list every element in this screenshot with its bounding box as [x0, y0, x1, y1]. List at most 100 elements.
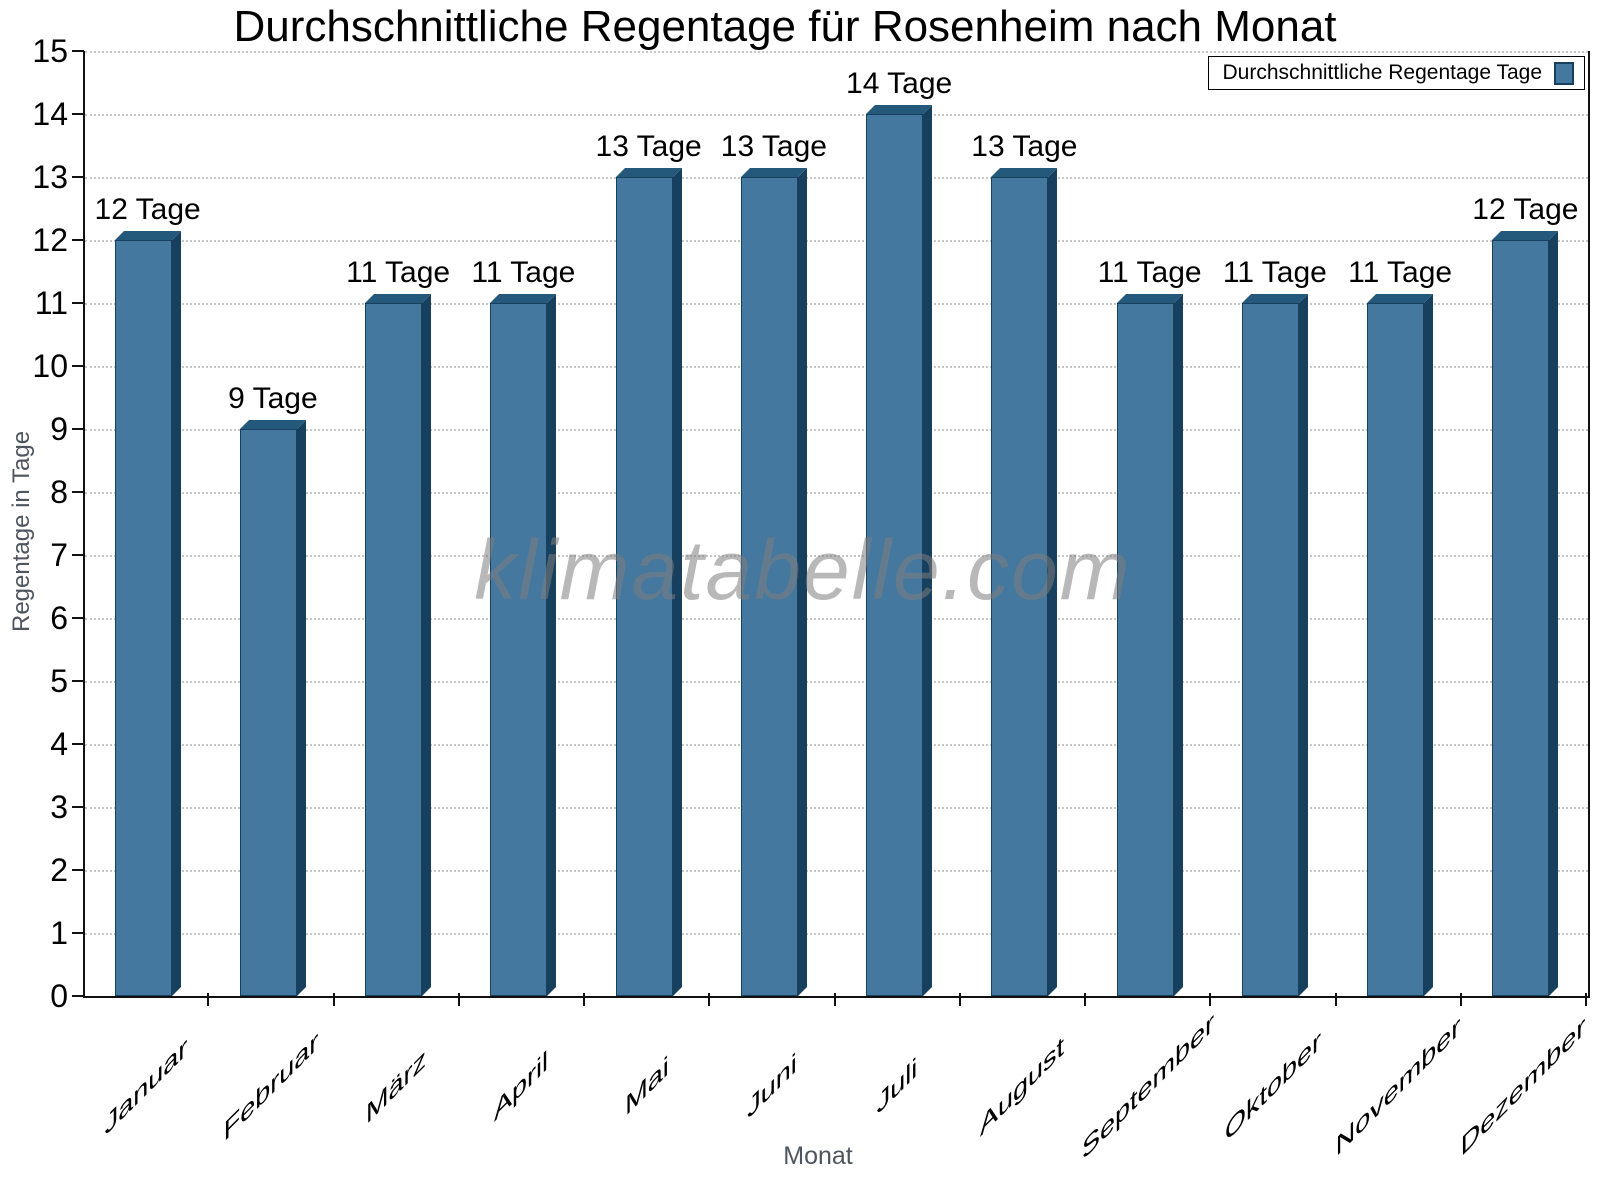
x-tick	[1459, 993, 1462, 1006]
legend: Durchschnittliche Regentage Tage	[1207, 56, 1585, 90]
bar-side-februar	[296, 420, 306, 996]
y-tick	[72, 365, 84, 367]
bar-value-label: 13 Tage	[595, 130, 702, 163]
bar-mai	[615, 177, 673, 996]
plot-area: 12 Tage 9 Tage 11 Tage 11 Tage 13 Tage 13 Tag…	[83, 51, 1590, 998]
bar-top-august	[991, 168, 1058, 177]
bar-side-april	[547, 294, 557, 996]
y-tick	[72, 113, 84, 115]
x-tick	[332, 993, 335, 1006]
gridline	[85, 870, 1588, 872]
bar-value-label: 11 Tage	[346, 256, 451, 289]
gridline	[85, 555, 1588, 557]
bar-mrz	[365, 303, 423, 996]
bar-side-oktober	[1298, 294, 1308, 996]
gridline	[85, 429, 1588, 431]
y-tick-label: 6	[50, 600, 68, 636]
bar-august	[991, 177, 1049, 996]
y-tick-label: 7	[50, 537, 68, 573]
bar-juni	[740, 177, 798, 996]
y-tick	[72, 554, 84, 556]
bar-februar	[239, 429, 297, 996]
bar-value-label: 13 Tage	[720, 130, 827, 163]
x-axis-title: Monat	[783, 1142, 853, 1170]
y-tick	[72, 50, 84, 52]
y-tick-label: 3	[50, 789, 68, 825]
bar-side-mrz	[422, 294, 432, 996]
legend-swatch-icon	[1554, 61, 1574, 85]
bar-november	[1367, 303, 1425, 996]
bar-side-januar	[171, 231, 181, 996]
gridline	[85, 618, 1588, 620]
bar-top-april	[490, 294, 557, 303]
y-tick-label: 10	[32, 348, 68, 384]
gridline	[85, 303, 1588, 305]
y-tick-label: 4	[50, 726, 68, 762]
y-tick	[72, 239, 84, 241]
y-tick	[72, 680, 84, 682]
bar-side-august	[1048, 168, 1058, 996]
x-tick	[1334, 993, 1337, 1006]
y-tick	[72, 869, 84, 871]
gridline	[85, 744, 1588, 746]
gridline	[85, 177, 1588, 179]
y-tick	[72, 806, 84, 808]
gridline	[85, 51, 1588, 53]
gridline	[85, 240, 1588, 242]
y-tick	[72, 428, 84, 430]
bar-value-label: 11 Tage	[1097, 256, 1202, 289]
bar-value-label: 11 Tage	[1222, 256, 1327, 289]
gridline	[85, 492, 1588, 494]
bar-side-september	[1173, 294, 1183, 996]
y-tick-label: 14	[32, 96, 68, 132]
bar-side-mai	[672, 168, 682, 996]
y-tick	[72, 176, 84, 178]
bar-value-label: 14 Tage	[846, 67, 953, 100]
y-tick-label: 11	[34, 285, 68, 321]
x-tick	[958, 993, 961, 1006]
y-tick-label: 8	[50, 474, 68, 510]
x-tick	[1585, 993, 1587, 1006]
bar-side-november	[1424, 294, 1434, 996]
y-tick	[72, 302, 84, 304]
bar-top-januar	[114, 231, 181, 240]
bar-top-oktober	[1241, 294, 1308, 303]
y-tick	[72, 995, 84, 997]
y-tick	[72, 743, 84, 745]
y-tick-label: 9	[50, 411, 68, 447]
bar-top-dezember	[1492, 231, 1559, 240]
bar-top-juli	[866, 105, 933, 114]
x-tick	[457, 993, 460, 1006]
chart-title: Durchschnittliche Regentage für Rosenhei…	[233, 2, 1337, 51]
bar-value-label: 11 Tage	[471, 256, 576, 289]
y-tick	[72, 932, 84, 934]
x-tick	[1209, 993, 1212, 1006]
gridline	[85, 114, 1588, 116]
x-tick	[1084, 993, 1086, 1006]
y-tick-label: 12	[32, 222, 68, 258]
bar-value-label: 11 Tage	[1348, 256, 1453, 289]
y-tick	[72, 617, 84, 619]
x-tick	[207, 993, 210, 1006]
bar-value-label: 12 Tage	[1472, 193, 1579, 226]
bar-januar	[114, 240, 172, 996]
bar-top-mai	[615, 168, 682, 177]
bar-top-februar	[239, 420, 306, 429]
gridline	[85, 807, 1588, 809]
bar-value-label: 9 Tage	[228, 382, 318, 415]
bar-oktober	[1241, 303, 1299, 996]
bar-top-mrz	[365, 294, 432, 303]
legend-label: Durchschnittliche Regentage Tage	[1222, 61, 1542, 84]
y-tick-label: 0	[50, 978, 68, 1014]
gridline	[85, 681, 1588, 683]
bar-september	[1116, 303, 1174, 996]
bar-juli	[866, 114, 924, 996]
bar-april	[490, 303, 548, 996]
y-tick-label: 1	[50, 915, 68, 951]
bar-top-juni	[740, 168, 807, 177]
gridline	[85, 933, 1588, 935]
bar-side-juni	[797, 168, 807, 996]
bar-side-dezember	[1549, 231, 1559, 996]
y-tick-label: 5	[50, 663, 68, 699]
